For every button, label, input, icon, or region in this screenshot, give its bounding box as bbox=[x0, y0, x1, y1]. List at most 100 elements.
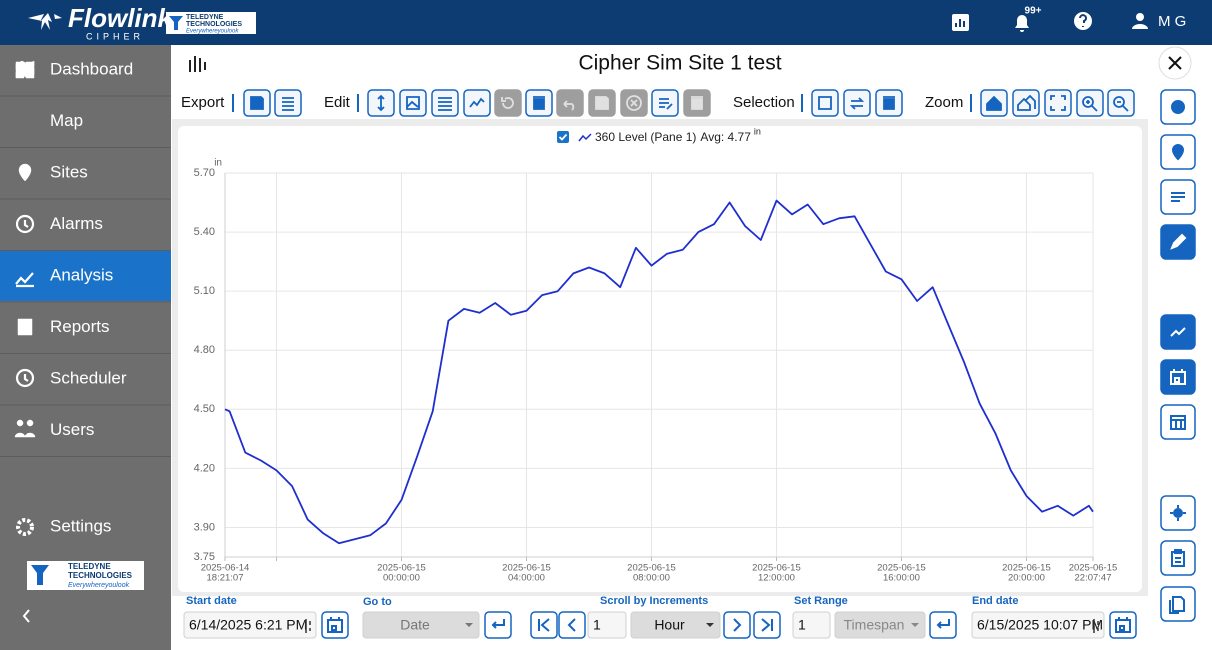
icon bbox=[955, 19, 965, 27]
button-icon bbox=[883, 96, 895, 110]
field-value: Hour bbox=[654, 617, 685, 633]
close-button[interactable] bbox=[1158, 46, 1192, 80]
rail-button[interactable] bbox=[1160, 404, 1196, 440]
toolbar-button[interactable] bbox=[463, 89, 491, 117]
button-icon bbox=[761, 618, 773, 632]
button-icon bbox=[377, 94, 385, 112]
rail-button[interactable] bbox=[1160, 134, 1196, 170]
button-icon bbox=[733, 618, 742, 632]
nav-item[interactable]: Sites bbox=[0, 162, 171, 200]
scroll-unit[interactable]: Hour bbox=[630, 611, 721, 639]
control-button[interactable] bbox=[753, 611, 781, 639]
field-frame bbox=[362, 611, 480, 639]
field-value: Date bbox=[400, 617, 430, 633]
dropdown-arrow bbox=[911, 623, 919, 627]
button-frame bbox=[274, 89, 302, 117]
settings-label: Settings bbox=[50, 516, 111, 535]
legend-avg: Avg: 4.77 bbox=[700, 130, 751, 144]
settings-icon bbox=[16, 518, 34, 536]
brand-logo bbox=[28, 13, 62, 30]
nav-item[interactable]: Reports bbox=[0, 317, 171, 354]
x-tick-label: 16:00:00 bbox=[883, 573, 920, 584]
page-title: Cipher Sim Site 1 test bbox=[578, 52, 781, 75]
collapse-button[interactable] bbox=[22, 609, 30, 623]
control-button[interactable] bbox=[484, 611, 512, 639]
x-tick-label: 2025-06-14 bbox=[201, 563, 250, 574]
button-icon bbox=[538, 618, 550, 632]
x-tick-label: 2025-06-15 bbox=[1002, 563, 1051, 574]
x-tick-label: 00:00:00 bbox=[383, 573, 420, 584]
control-button[interactable] bbox=[558, 611, 586, 639]
toolbar-button[interactable] bbox=[980, 89, 1008, 117]
rail-button[interactable] bbox=[1160, 540, 1196, 576]
rail-button[interactable] bbox=[1160, 224, 1196, 260]
control-button[interactable] bbox=[1109, 611, 1137, 639]
rail-button[interactable] bbox=[1160, 359, 1196, 395]
button-frame bbox=[1107, 89, 1135, 117]
toolbar-button[interactable] bbox=[1076, 89, 1104, 117]
y-tick-label: 3.90 bbox=[194, 521, 215, 533]
y-tick-label: 3.75 bbox=[194, 551, 215, 563]
sidebar bbox=[0, 45, 171, 650]
range-unit[interactable]: Timespan bbox=[834, 611, 926, 639]
button-icon bbox=[1170, 415, 1186, 430]
data-line bbox=[224, 199, 1094, 545]
y-tick-label: 4.50 bbox=[194, 403, 215, 415]
x-tick-label: 20:00:00 bbox=[1008, 573, 1045, 584]
toolbar-button[interactable] bbox=[1012, 89, 1040, 117]
goto-mode[interactable]: Date bbox=[362, 611, 480, 639]
button-icon bbox=[1115, 617, 1131, 633]
toolbar-button[interactable] bbox=[1107, 89, 1135, 117]
button-icon bbox=[849, 97, 865, 110]
toolbar-button[interactable] bbox=[367, 89, 395, 117]
button-frame bbox=[1076, 89, 1104, 117]
rail-button[interactable] bbox=[1160, 586, 1196, 622]
help[interactable] bbox=[1074, 12, 1092, 30]
nav-item[interactable]: Analysis bbox=[0, 251, 171, 303]
dropdown-arrow bbox=[465, 623, 473, 627]
toolbar-button[interactable] bbox=[431, 89, 459, 117]
rail-button[interactable] bbox=[1160, 314, 1196, 350]
end-date[interactable]: 6/15/2025 10:07 PM bbox=[971, 611, 1105, 639]
toolbar-button[interactable] bbox=[843, 89, 871, 117]
button-icon bbox=[1170, 505, 1186, 521]
toolbar-button[interactable] bbox=[1044, 89, 1072, 117]
control-button[interactable] bbox=[723, 611, 751, 639]
nav-icon bbox=[15, 214, 35, 234]
toolbar-button[interactable] bbox=[525, 89, 553, 117]
toolbar-button[interactable] bbox=[875, 89, 903, 117]
control-button[interactable] bbox=[530, 611, 558, 639]
rail-button[interactable] bbox=[1160, 179, 1196, 215]
x-tick-label: 2025-06-15 bbox=[1069, 563, 1118, 574]
user-menu[interactable]: M G bbox=[1132, 13, 1186, 30]
panel-icon bbox=[189, 56, 206, 72]
legend-checkbox[interactable] bbox=[557, 131, 569, 143]
teledyne-mark bbox=[31, 565, 49, 585]
legend-label: 360 Level (Pane 1) bbox=[595, 130, 696, 144]
nav-item[interactable]: Scheduler bbox=[0, 368, 171, 406]
toolbar-button[interactable] bbox=[274, 89, 302, 117]
control-button[interactable] bbox=[929, 611, 957, 639]
toolbar-button[interactable] bbox=[651, 89, 679, 117]
toolbar-button bbox=[620, 89, 648, 117]
nav-item[interactable]: Users bbox=[0, 419, 171, 457]
button-icon bbox=[818, 96, 832, 110]
control-button[interactable] bbox=[321, 611, 349, 639]
tagline: Everywhereyoulook bbox=[68, 582, 130, 589]
rail-button[interactable] bbox=[1160, 495, 1196, 531]
notifications[interactable]: 99+ bbox=[1015, 6, 1042, 32]
nav-item[interactable]: Map bbox=[0, 60, 171, 148]
start-date[interactable]: 6/14/2025 6:21 PM bbox=[183, 611, 317, 639]
reports-icon[interactable] bbox=[952, 14, 969, 31]
toolbar-button[interactable] bbox=[399, 89, 427, 117]
dropdown-arrow bbox=[706, 623, 714, 627]
toolbar-button[interactable] bbox=[243, 89, 271, 117]
scroll-count[interactable]: 1 bbox=[587, 611, 627, 639]
range-count[interactable]: 1 bbox=[792, 611, 831, 639]
settings-item[interactable]: Settings bbox=[16, 516, 111, 536]
nav-item[interactable]: Alarms bbox=[0, 214, 171, 251]
x-tick-label: 2025-06-15 bbox=[502, 563, 551, 574]
rail-button[interactable] bbox=[1160, 89, 1196, 125]
button-icon bbox=[1169, 596, 1185, 614]
toolbar-button[interactable] bbox=[811, 89, 839, 117]
